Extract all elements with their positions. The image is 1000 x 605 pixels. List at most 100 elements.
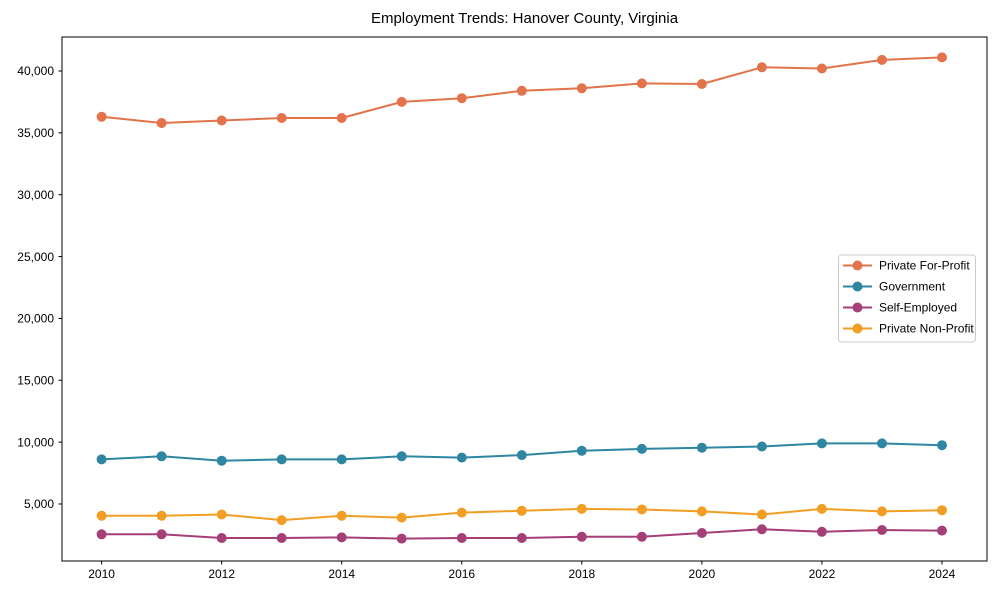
data-point-self-employed-2018 <box>576 531 587 542</box>
x-tick-label: 2010 <box>88 567 115 581</box>
data-point-government-2015 <box>396 451 407 462</box>
data-point-private-for-profit-2017 <box>516 85 527 96</box>
data-point-private-for-profit-2014 <box>336 113 347 123</box>
y-tick-label: 30,000 <box>17 188 54 202</box>
series-private-non-profit <box>96 503 947 526</box>
x-tick-label: 2012 <box>208 567 235 581</box>
data-point-self-employed-2014 <box>336 532 347 543</box>
y-tick-label: 40,000 <box>17 64 54 78</box>
data-point-government-2011 <box>156 451 167 462</box>
data-point-government-2012 <box>216 455 227 466</box>
data-point-government-2023 <box>877 438 887 449</box>
data-point-government-2010 <box>96 454 107 465</box>
data-point-self-employed-2023 <box>877 525 887 535</box>
y-tick-label: 10,000 <box>17 435 54 449</box>
data-point-private-non-profit-2018 <box>576 503 587 514</box>
x-tick-label: 2016 <box>448 567 475 581</box>
data-point-government-2016 <box>456 452 467 463</box>
data-point-self-employed-2020 <box>696 528 707 538</box>
legend-marker-private-for-profit <box>852 260 863 271</box>
data-point-self-employed-2019 <box>636 531 647 542</box>
x-tick-label: 2014 <box>328 567 355 581</box>
data-point-government-2014 <box>336 454 347 465</box>
data-point-government-2020 <box>696 442 707 453</box>
legend-label-government: Government <box>879 280 946 294</box>
data-point-private-for-profit-2016 <box>456 93 467 104</box>
legend-marker-self-employed <box>852 302 863 313</box>
data-point-government-2019 <box>636 443 647 454</box>
y-tick-label: 15,000 <box>17 373 54 387</box>
data-point-self-employed-2017 <box>516 533 527 543</box>
data-point-private-non-profit-2017 <box>516 505 527 516</box>
series-government <box>96 438 947 466</box>
legend-label-private-non-profit: Private Non-Profit <box>879 322 974 336</box>
y-tick-label: 25,000 <box>17 250 54 264</box>
series-self-employed <box>96 524 947 544</box>
data-point-private-for-profit-2022 <box>816 63 827 74</box>
y-tick-label: 5,000 <box>24 497 54 511</box>
data-point-self-employed-2022 <box>816 526 827 537</box>
data-point-private-for-profit-2021 <box>756 62 767 73</box>
data-point-self-employed-2013 <box>276 533 287 543</box>
data-point-government-2022 <box>816 438 827 449</box>
legend-item-private-for-profit: Private For-Profit <box>843 259 970 273</box>
data-point-private-non-profit-2024 <box>937 505 947 516</box>
data-point-private-for-profit-2024 <box>937 52 947 63</box>
data-point-private-non-profit-2021 <box>756 509 767 520</box>
legend-label-self-employed: Self-Employed <box>879 301 957 315</box>
data-point-self-employed-2024 <box>937 525 947 536</box>
data-point-self-employed-2015 <box>396 533 407 544</box>
legend-box <box>838 254 976 343</box>
legend-item-self-employed: Self-Employed <box>843 301 957 315</box>
data-point-self-employed-2016 <box>456 533 467 543</box>
chart-title: Employment Trends: Hanover County, Virgi… <box>371 10 679 27</box>
y-axis: 5,000 10,000 15,000 20,000 25,000 30,000 35,00… <box>17 64 62 511</box>
data-point-private-non-profit-2013 <box>276 515 287 526</box>
legend: Private For-Profit Government Self-Employe… <box>838 254 976 343</box>
y-tick-label: 20,000 <box>17 312 54 326</box>
data-point-private-non-profit-2020 <box>696 506 707 517</box>
x-tick-label: 2018 <box>568 567 595 581</box>
data-point-government-2021 <box>756 441 767 452</box>
series-private-for-profit <box>96 52 947 128</box>
data-point-government-2017 <box>516 450 527 461</box>
data-point-government-2018 <box>576 445 587 456</box>
legend-item-government: Government <box>843 280 946 294</box>
data-point-private-non-profit-2014 <box>336 510 347 521</box>
data-point-private-for-profit-2023 <box>877 54 887 65</box>
data-point-private-for-profit-2013 <box>276 113 287 123</box>
data-point-private-non-profit-2015 <box>396 512 407 523</box>
data-point-private-for-profit-2012 <box>216 115 227 126</box>
data-point-private-for-profit-2020 <box>696 79 707 89</box>
legend-label-private-for-profit: Private For-Profit <box>879 259 970 273</box>
data-point-government-2024 <box>937 440 947 451</box>
data-point-private-non-profit-2012 <box>216 509 227 520</box>
data-point-private-non-profit-2011 <box>156 510 167 521</box>
data-point-self-employed-2010 <box>96 529 107 540</box>
y-tick-label: 35,000 <box>17 126 54 140</box>
x-tick-label: 2020 <box>689 567 716 581</box>
data-point-private-for-profit-2018 <box>576 83 587 94</box>
plot-area: 5,000 10,000 15,000 20,000 25,000 30,000 35,00… <box>17 36 988 581</box>
data-point-self-employed-2012 <box>216 533 227 543</box>
x-axis: 2010 2012 2014 2016 2018 2020 2022 2024 <box>88 561 956 581</box>
data-point-government-2013 <box>276 454 287 465</box>
data-point-private-for-profit-2015 <box>396 96 407 107</box>
legend-item-private-non-profit: Private Non-Profit <box>843 322 974 336</box>
data-point-private-non-profit-2010 <box>96 510 107 521</box>
data-point-private-non-profit-2019 <box>636 504 647 515</box>
data-point-private-for-profit-2019 <box>636 78 647 89</box>
plot-border <box>61 36 988 562</box>
data-point-private-non-profit-2023 <box>877 506 887 517</box>
data-point-self-employed-2021 <box>756 524 767 535</box>
data-point-private-for-profit-2010 <box>96 111 107 122</box>
legend-marker-government <box>852 281 863 292</box>
data-point-private-for-profit-2011 <box>156 118 167 128</box>
data-point-private-non-profit-2016 <box>456 507 467 518</box>
legend-marker-private-non-profit <box>852 323 863 334</box>
x-tick-label: 2022 <box>809 567 836 581</box>
data-point-private-non-profit-2022 <box>816 503 827 514</box>
data-point-self-employed-2011 <box>156 529 167 540</box>
